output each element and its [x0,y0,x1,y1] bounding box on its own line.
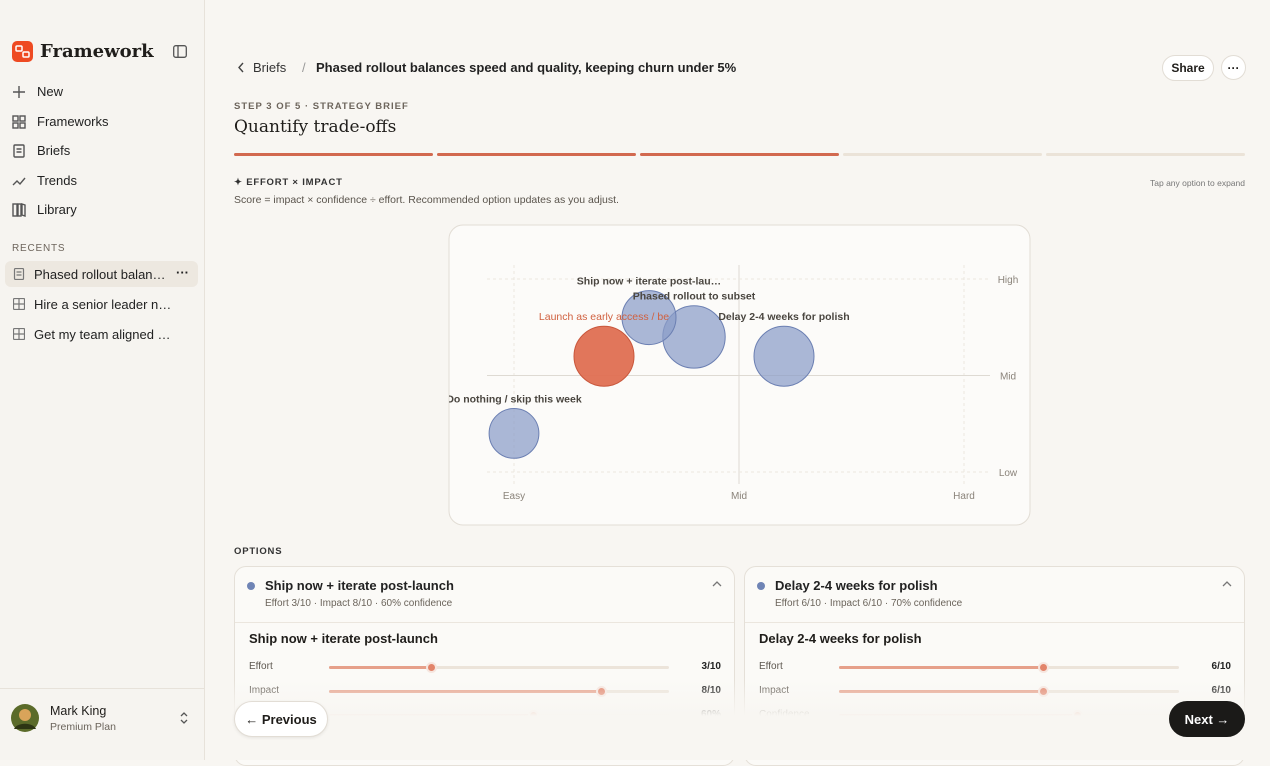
share-button[interactable]: Share [1162,55,1214,81]
bubble-label: Phased rollout to subset [633,291,756,303]
slider-track [839,662,1179,673]
option-detail-title: Ship now + iterate post-launch [249,631,438,646]
x-tick-label: Mid [731,491,747,502]
step-label: STEP 3 OF 5 · STRATEGY BRIEF [234,101,409,112]
bubble [488,408,540,459]
nav-label: Trends [37,173,77,188]
recent-item[interactable]: Phased rollout balan… ··· [5,261,198,287]
plot-area: Easy Mid Hard Low Mid High Launch as early acc… [446,265,1019,502]
collapse-chevron [1222,581,1232,587]
logo [12,41,33,62]
next-button[interactable]: Next → [1169,701,1245,737]
option-summary: Effort 6/10 · Impact 6/10 · 70% confiden… [775,598,963,609]
nav-label: New [37,84,64,99]
back-icon[interactable] [236,62,246,73]
slider-knob [1038,662,1049,673]
section-description: Score = impact × confidence ÷ effort. Re… [234,194,619,206]
slider-value: 3/10 [701,661,721,672]
slider-fill [329,666,431,669]
options-label: OPTIONS [234,546,283,557]
recent-label: Phased rollout balan… [34,266,166,282]
bubble-label: Ship now + iterate post-lau… [577,276,721,288]
nav-item[interactable]: New [12,84,63,99]
slider[interactable]: Effort 6/10 [759,660,1231,674]
bubble-label: Delay 2-4 weeks for polish [718,311,849,323]
progress-segment [843,153,1042,156]
slider[interactable]: Effort 3/10 [249,660,721,674]
more-icon[interactable]: ··· [176,265,189,280]
y-tick-label: High [998,275,1019,286]
y-tick-label: Mid [1000,372,1016,383]
progress-segment [640,153,839,156]
bubble [573,325,635,387]
separator: / [302,60,306,75]
divider [0,688,205,689]
slider-label: Effort [249,661,273,672]
step-title: Quantify trade-offs [234,117,397,137]
nav-item[interactable]: Library [12,202,77,217]
user-menu-icon[interactable] [179,711,189,725]
bubble [753,325,815,387]
progress-segment [437,153,636,156]
nav-label: Frameworks [37,114,109,129]
sidebar: Framework New Frameworks Briefs Trends L… [0,0,205,760]
option-detail-title: Delay 2-4 weeks for polish [759,631,922,646]
bubble-label: Do nothing / skip this week [446,394,582,406]
breadcrumb[interactable]: Briefs [253,60,287,75]
slider-track [329,662,669,673]
progress-segment [234,153,433,156]
user-name: Mark King [50,704,107,718]
recent-label: Get my team aligned … [34,326,171,342]
nav-item[interactable]: Briefs [12,143,70,158]
divider [745,622,1244,623]
brand: Framework [40,41,154,62]
divider [235,622,734,623]
y-tick-label: Low [999,468,1018,479]
recent-item[interactable]: Get my team aligned … [5,321,198,347]
section-label: ✦ EFFORT × IMPACT [234,177,343,188]
progress [234,153,1245,157]
collapse-icon[interactable] [173,45,187,58]
recents-label: RECENTS [12,243,66,254]
nav-label: Briefs [37,143,71,158]
option-dot [757,582,765,590]
recent-label: Hire a senior leader n… [34,296,172,312]
slider-label: Effort [759,661,783,672]
option-title: Ship now + iterate post-launch [265,578,454,593]
nav-item[interactable]: Trends [12,173,77,188]
avatar[interactable] [11,704,39,732]
option-dot [247,582,255,590]
recent-item[interactable]: Hire a senior leader n… [5,291,198,317]
fade [206,680,1270,760]
bubble [621,290,677,346]
slider-fill [839,666,1043,669]
page-title: Phased rollout balances speed and qualit… [316,60,737,75]
progress-segment [1046,153,1245,156]
hint: Tap any option to expand [1150,178,1245,188]
option-title: Delay 2-4 weeks for polish [775,578,938,593]
user-plan: Premium Plan [50,721,116,733]
collapse-chevron [712,581,722,587]
bubble-label: Launch as early access / be [539,311,669,323]
nav-item[interactable]: Frameworks [12,114,109,129]
x-tick-label: Hard [953,491,975,502]
option-summary: Effort 3/10 · Impact 8/10 · 60% confiden… [265,598,453,609]
chevron [712,581,722,587]
x-tick-label: Easy [503,491,525,502]
more-button[interactable]: ··· [1221,55,1246,80]
slider-knob [426,662,437,673]
previous-button[interactable]: ← Previous [234,701,328,737]
slider-value: 6/10 [1211,661,1231,672]
chevron [1222,581,1232,587]
nav-label: Library [37,202,77,217]
